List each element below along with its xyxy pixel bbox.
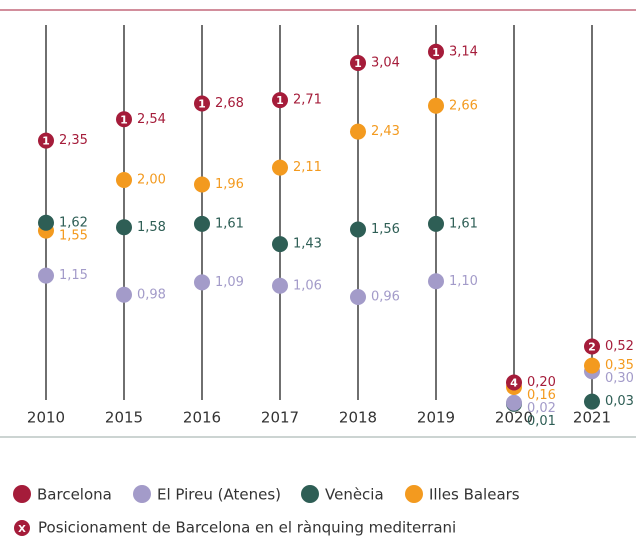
value-label: 0,16	[527, 388, 556, 403]
value-label: 1,96	[215, 177, 244, 192]
value-label: 1,09	[215, 275, 244, 290]
rank-label: 1	[42, 135, 50, 148]
value-label: 0,20	[527, 375, 556, 390]
dot	[584, 338, 600, 355]
rank-label: 1	[198, 98, 206, 111]
value-label: 2,43	[371, 124, 400, 139]
dot	[116, 219, 132, 236]
value-label: 2,66	[449, 98, 478, 113]
x-tick-label: 2015	[105, 409, 143, 427]
legend-label: Barcelona	[37, 486, 112, 504]
rank-note: Posicionament de Barcelona en el rànquin…	[38, 519, 456, 537]
dot	[194, 215, 210, 232]
dot	[350, 123, 366, 140]
dot	[350, 55, 366, 71]
x-tick-label: 2016	[183, 409, 221, 427]
dot	[38, 214, 54, 231]
value-label: 1,43	[293, 237, 322, 252]
dot	[506, 374, 522, 391]
dot	[272, 277, 288, 294]
dot	[584, 357, 600, 374]
x-tick-label: 2017	[261, 409, 299, 427]
value-label: 2,11	[293, 160, 322, 175]
rank-label: 4	[510, 377, 518, 390]
dot	[38, 267, 54, 284]
dot	[272, 159, 288, 176]
value-label: 0,96	[371, 290, 400, 305]
rank-label: 2	[588, 341, 596, 354]
value-label: 2,54	[137, 112, 166, 127]
rank-note-marker	[14, 520, 30, 536]
dot	[116, 111, 132, 128]
dot	[272, 92, 288, 109]
dot	[194, 274, 210, 291]
legend-marker	[13, 485, 31, 503]
dot	[194, 95, 210, 112]
value-label: 2,68	[215, 96, 244, 111]
value-label: 0,35	[605, 358, 634, 373]
value-label: 0,98	[137, 287, 166, 302]
value-label: 1,56	[371, 222, 400, 237]
value-label: 1,58	[137, 220, 166, 235]
value-label: 3,04	[371, 56, 400, 71]
rank-label: 1	[276, 94, 284, 107]
dot	[506, 394, 522, 411]
rank-label: 1	[120, 113, 128, 126]
dot	[194, 176, 210, 193]
dot	[116, 286, 132, 303]
value-label: 1,61	[449, 216, 478, 231]
value-label: 1,61	[215, 216, 244, 231]
value-label: 1,15	[59, 268, 88, 283]
dot	[272, 236, 288, 253]
value-label: 0,52	[605, 339, 634, 354]
legend-label: El Pireu (Atenes)	[157, 486, 281, 504]
dot	[428, 215, 444, 232]
dot	[350, 289, 366, 305]
x-tick-label: 2018	[339, 409, 377, 427]
value-label: 2,00	[137, 173, 166, 188]
rank-label: 1	[432, 46, 440, 59]
x-tick-label: 2019	[417, 409, 455, 427]
dot	[350, 221, 366, 238]
value-label: 3,14	[449, 44, 478, 59]
dot	[38, 132, 54, 149]
legend-marker	[301, 485, 319, 503]
dot	[428, 97, 444, 114]
rank-note-symbol: X	[18, 524, 26, 535]
value-label: 0,30	[605, 371, 634, 386]
value-label: 0,01	[527, 414, 556, 429]
value-label: 2,71	[293, 93, 322, 108]
value-label: 0,03	[605, 394, 634, 409]
value-label: 2,35	[59, 133, 88, 148]
value-label: 1,55	[59, 228, 88, 243]
x-tick-label: 2010	[27, 409, 65, 427]
x-tick-label: 2020	[495, 409, 533, 427]
dot	[428, 43, 444, 60]
rank-label: 1	[354, 57, 362, 70]
value-label: 1,06	[293, 278, 322, 293]
legend-marker	[405, 485, 423, 503]
legend-label: Illes Balears	[429, 486, 520, 504]
legend-marker	[133, 485, 151, 503]
x-tick-label: 2021	[573, 409, 611, 427]
legend-label: Venècia	[325, 486, 384, 504]
value-label: 1,10	[449, 274, 478, 289]
dot	[428, 273, 444, 290]
value-label: 0,02	[527, 401, 556, 416]
dot	[116, 172, 132, 188]
value-label: 1,62	[59, 215, 88, 230]
dot	[584, 393, 600, 410]
